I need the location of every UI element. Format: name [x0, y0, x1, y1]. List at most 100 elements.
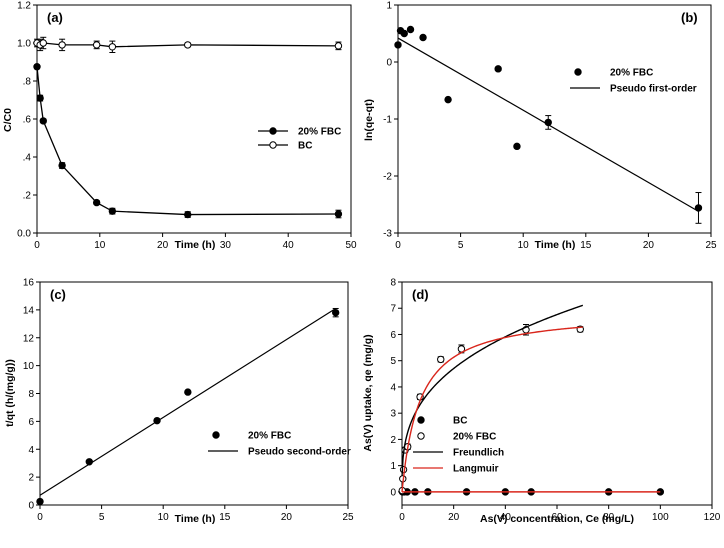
fit-curve-langmuir [401, 326, 583, 492]
legend-label: Pseudo first-order [610, 84, 697, 95]
y-tick-label: 14 [23, 305, 35, 316]
data-point [92, 41, 101, 49]
x-tick-label: 40 [500, 512, 512, 523]
fit-curve-freundlich [401, 304, 584, 475]
legend-label: 20% FBC [248, 431, 291, 442]
legend-marker [212, 431, 220, 439]
data-point [39, 117, 47, 125]
legend: 20% FBC Pseudo first-order [570, 68, 697, 95]
data-point [184, 388, 192, 396]
data-point [406, 25, 415, 34]
data-point [92, 198, 101, 207]
y-tick-label: -3 [383, 229, 392, 240]
y-axis-label: t/qt (h/(mg/g)) [4, 359, 16, 427]
y-tick-label: 6 [28, 417, 34, 428]
legend: 20% FBC Pseudo second-order [208, 431, 351, 458]
panel-label: (d) [412, 287, 429, 302]
data-point [419, 33, 427, 42]
data-point [36, 94, 44, 102]
data-point [400, 29, 408, 38]
legend-label: 20% FBC [453, 432, 496, 443]
data-point [513, 142, 521, 151]
x-tick-label: 0 [34, 240, 40, 251]
x-tick-label: 20 [448, 512, 460, 523]
y-tick-label: 5 [390, 356, 396, 367]
y-tick-label: -2 [383, 172, 392, 183]
series-line [36, 66, 339, 216]
data-point [58, 41, 66, 49]
x-tick-label: 60 [551, 512, 563, 523]
data-point [36, 497, 44, 506]
x-tick-label: 80 [603, 512, 615, 523]
x-axis-label: Time (h) [175, 239, 216, 251]
y-tick-label: 0 [28, 501, 34, 512]
y-tick-label: 1 [386, 1, 392, 12]
y-tick-label: 2 [28, 473, 34, 484]
y-tick-label: 0 [390, 487, 396, 498]
y-tick-label: 6 [390, 330, 396, 341]
y-tick-label: 3 [390, 409, 396, 420]
y-tick-label: 0 [386, 58, 392, 69]
y-tick-label: .6 [23, 115, 32, 126]
legend-marker [417, 416, 425, 424]
y-tick-label: .8 [23, 77, 32, 88]
plot-frame [401, 281, 713, 506]
data-point [494, 65, 502, 73]
data-point [33, 63, 41, 71]
x-tick-label: 30 [220, 240, 232, 251]
panel-c: 0 5 10 15 20 25 0 2 4 6 8 10 12 14 16 Time (h) t/qt (h/(… [4, 278, 354, 526]
x-axis-label: Time (h) [175, 513, 216, 525]
x-axis-label: Time (h) [535, 239, 576, 251]
legend-label: BC [298, 141, 312, 152]
plot-frame [39, 281, 349, 506]
y-tick-label: 10 [23, 361, 35, 372]
y-tick-label: 12 [23, 333, 35, 344]
y-tick-label: 8 [28, 389, 34, 400]
data-point [334, 42, 343, 50]
data-point [184, 41, 192, 49]
x-tick-label: 0 [399, 512, 405, 523]
legend-label: 20% FBC [298, 127, 341, 138]
plot-frame [36, 4, 352, 234]
panel-a: 0 10 20 30 40 50 0.0 .2 .4 .6 .8 1.0 1.2 Time (h) C/C0… [2, 1, 357, 252]
fit-line [39, 307, 337, 496]
legend-label: Freundlich [453, 448, 504, 459]
y-tick-label: 8 [390, 278, 396, 289]
plot-frame [397, 4, 712, 234]
fit-line [397, 37, 699, 212]
data-point [58, 161, 66, 170]
legend-marker [269, 127, 277, 135]
data-point [437, 355, 445, 364]
x-tick-label: 20 [157, 240, 169, 251]
y-tick-label: .4 [23, 153, 32, 164]
y-tick-label: -1 [383, 115, 392, 126]
y-tick-label: 2 [390, 435, 396, 446]
legend-label: 20% FBC [610, 68, 653, 79]
x-tick-label: 25 [705, 240, 717, 251]
x-tick-label: 100 [652, 512, 669, 523]
y-tick-label: 7 [390, 304, 396, 315]
x-tick-label: 10 [158, 512, 170, 523]
legend-label: Langmuir [453, 464, 499, 475]
panel-label: (c) [50, 287, 66, 302]
x-tick-label: 40 [283, 240, 295, 251]
panel-label: (b) [681, 10, 698, 25]
x-axis-label: As(V) concentration, Ce (mg/L) [480, 513, 634, 525]
x-tick-label: 20 [281, 512, 293, 523]
x-tick-label: 15 [219, 512, 231, 523]
data-point [444, 95, 452, 104]
y-tick-label: 16 [23, 278, 35, 289]
y-tick-label: .2 [23, 191, 32, 202]
x-tick-label: 10 [518, 240, 530, 251]
x-tick-label: 10 [94, 240, 106, 251]
legend-label: BC [453, 416, 467, 427]
x-tick-label: 120 [704, 512, 721, 523]
y-tick-label: 4 [28, 445, 34, 456]
x-tick-label: 20 [643, 240, 655, 251]
x-tick-label: 5 [99, 512, 105, 523]
data-point [108, 43, 117, 51]
x-tick-label: 0 [37, 512, 43, 523]
panel-d: 0 20 40 60 80 100 120 0 1 2 3 4 5 6 7 8 As(V) concentrat… [362, 278, 721, 526]
data-point [331, 308, 340, 317]
